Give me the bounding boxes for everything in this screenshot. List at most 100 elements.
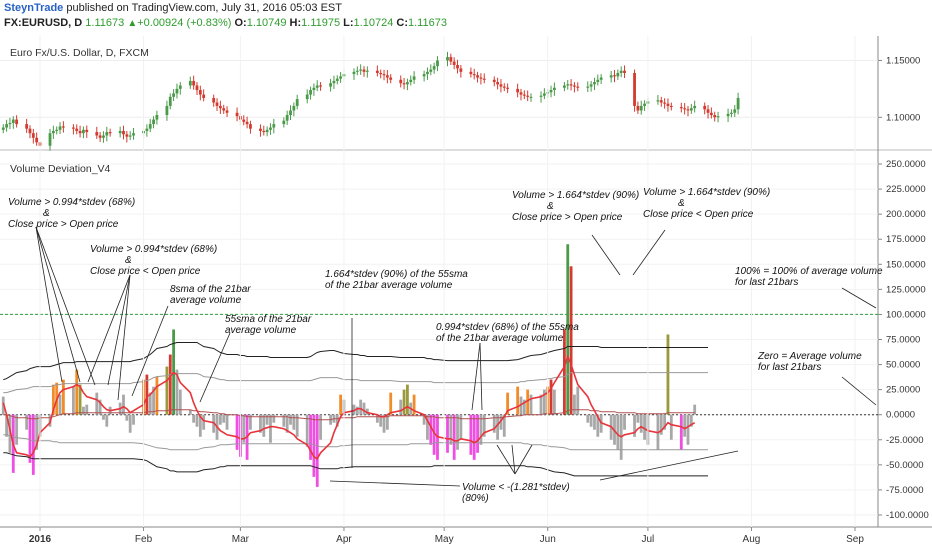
volume-bar [586, 414, 590, 423]
up-triangle-icon: ▲ [127, 18, 138, 29]
candle-body [172, 93, 176, 97]
candle-body [669, 105, 673, 108]
candle-body [716, 116, 720, 118]
volume-tick-label: -50.0000 [886, 460, 924, 471]
price-candle [8, 117, 12, 130]
price-candle [619, 66, 623, 78]
volume-bar [402, 389, 406, 415]
candle-body [519, 92, 523, 95]
candle-body [456, 65, 459, 69]
candle-body [479, 77, 483, 79]
price-candle [362, 66, 366, 77]
price-candle [709, 107, 713, 119]
price-candle [459, 65, 463, 78]
volume-bar [566, 244, 570, 415]
volume-bar [352, 404, 356, 415]
candle-body [235, 112, 239, 117]
volume-bar [25, 414, 29, 430]
price-candle [703, 102, 707, 115]
volume-bar [539, 394, 543, 415]
volume-tick-label: 25.0000 [886, 385, 920, 396]
candle-body [269, 127, 272, 130]
annotation-line: 100% = 100% of average volume [735, 266, 883, 277]
price-candle [529, 93, 533, 102]
volume-bar [262, 414, 266, 437]
annotation-line: Volume > 0.994*stdev (68%) [90, 244, 217, 255]
price-candle [522, 90, 526, 100]
volume-bar [406, 384, 409, 415]
candle-body [499, 84, 503, 87]
volume-bar [98, 399, 102, 415]
volume-bar [375, 414, 379, 423]
volume-bar [225, 414, 229, 430]
annotation-line: average volume [225, 325, 297, 336]
price-candle [476, 71, 479, 83]
price-candle [609, 70, 613, 83]
candle-body [289, 110, 292, 116]
candle-body [379, 72, 383, 75]
price-candle [265, 126, 269, 137]
price-candle [389, 74, 393, 84]
candle-body [165, 105, 169, 116]
volume-bar [259, 414, 262, 433]
volume-bar [412, 394, 416, 415]
volume-bar [526, 389, 530, 415]
price-candle [71, 124, 75, 135]
price-candle [516, 83, 520, 98]
time-tick-label: May [435, 534, 454, 545]
price-candle [218, 100, 222, 115]
price-candle [446, 51, 449, 67]
volume-bar [188, 409, 192, 415]
price-candle [102, 131, 105, 143]
price-candle [82, 126, 85, 139]
volume-bar [309, 414, 312, 460]
candle-body [71, 127, 75, 129]
volume-bar [242, 414, 246, 443]
candle-body [152, 119, 155, 125]
candle-body [522, 94, 526, 96]
price-candle [128, 131, 132, 141]
price-candle [25, 118, 29, 133]
annotation-arrow [87, 274, 131, 383]
candle-body [402, 83, 406, 85]
volume-bar [459, 414, 463, 440]
volume-bar [643, 414, 646, 440]
candle-body [482, 78, 486, 80]
annotation-arrow [471, 342, 481, 411]
annotation-arrow [35, 226, 81, 383]
volume-bar [389, 392, 393, 415]
candle-body [576, 86, 580, 88]
high-label: H: [289, 17, 302, 29]
sma8-line [2, 354, 696, 460]
volume-bar [365, 408, 369, 415]
volume-bar [15, 414, 19, 445]
candle-body [1, 127, 5, 130]
price-candle [669, 102, 673, 111]
candle-body [733, 109, 737, 113]
candle-body [355, 70, 359, 72]
candle-body [689, 108, 693, 111]
annotation-arrow [131, 305, 169, 397]
candle-body [730, 112, 733, 114]
author-link[interactable]: SteynTrade [4, 2, 64, 14]
annotation-line: & [43, 208, 50, 219]
price-candle [118, 126, 122, 138]
candle-body [25, 124, 29, 129]
candle-body [526, 95, 530, 97]
price-candle [95, 126, 99, 139]
volume-bar [165, 366, 169, 415]
candle-body [426, 71, 429, 75]
annotation-arrow [329, 480, 461, 487]
price-candle [576, 82, 580, 92]
price-candle [432, 62, 436, 74]
price-candle [178, 82, 182, 95]
price-candle [639, 100, 643, 115]
annotation-label: Volume > 0.994*stdev (68%)&Close price >… [8, 197, 135, 230]
volume-bar [272, 414, 276, 423]
candle-body [48, 133, 52, 146]
volume-bar [542, 389, 546, 415]
annotation-arrow [841, 376, 877, 406]
volume-bar [312, 414, 316, 477]
candle-body [212, 97, 216, 103]
candle-body [703, 105, 707, 110]
